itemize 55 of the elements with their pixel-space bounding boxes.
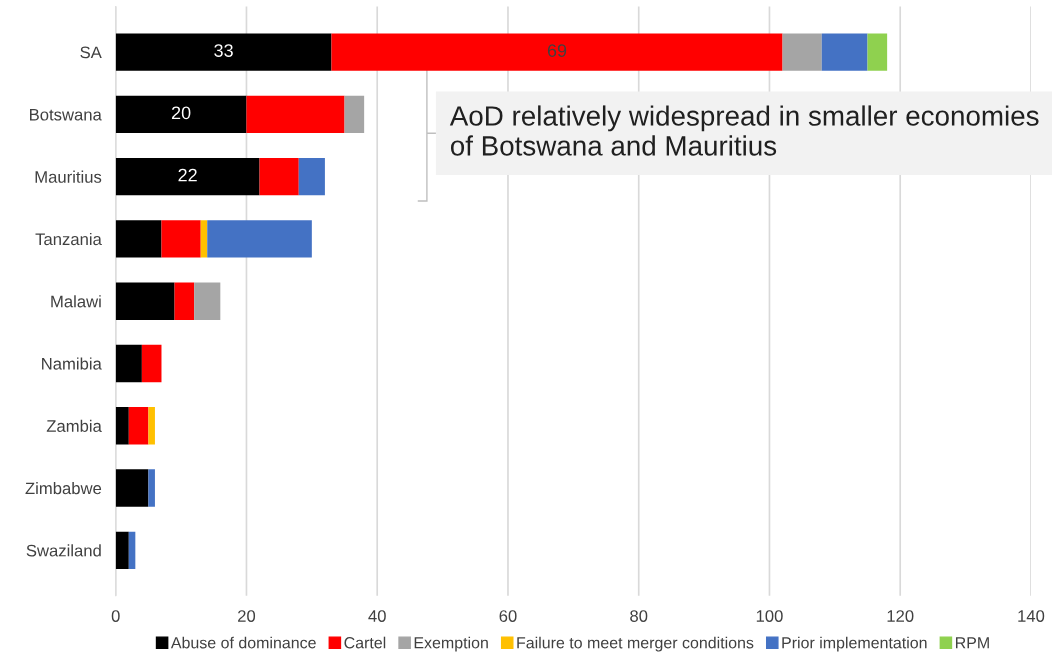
bar xyxy=(344,95,365,134)
legend-label: Exemption xyxy=(414,636,488,652)
bar xyxy=(207,220,312,258)
bar xyxy=(821,33,868,71)
data-label: 33 xyxy=(214,44,233,57)
bar xyxy=(115,157,260,196)
bar xyxy=(174,282,195,320)
annotation: AoD relatively widespread in smaller economies of Botswana and Mauritius xyxy=(449,105,1039,156)
bar xyxy=(115,95,247,134)
bar xyxy=(200,220,208,258)
bar xyxy=(115,282,175,320)
y-tick-label: Tanzania xyxy=(35,232,102,246)
legend-label: Abuse of dominance xyxy=(170,636,316,649)
x-tick-label: 0 xyxy=(111,610,120,622)
bar xyxy=(128,531,136,570)
bar xyxy=(148,469,155,507)
bar xyxy=(194,282,221,320)
bar xyxy=(331,33,783,71)
x-tick-label: 120 xyxy=(887,610,914,622)
bar xyxy=(115,469,149,507)
legend-label: Prior implementation xyxy=(782,636,927,652)
bar xyxy=(246,95,345,134)
bar xyxy=(115,407,129,445)
legend-label: RPM xyxy=(955,637,989,649)
y-tick-label: Mauritius xyxy=(35,170,102,183)
y-tick-label: Zimbabwe xyxy=(25,482,102,495)
bar xyxy=(128,407,149,445)
y-tick-label: Namibia xyxy=(42,357,102,370)
bar xyxy=(115,33,332,71)
y-tick-label: Botswana xyxy=(30,108,102,121)
bar xyxy=(782,33,822,71)
data-label: 69 xyxy=(547,44,567,57)
y-tick-label: SA xyxy=(80,46,102,59)
bar xyxy=(298,157,325,196)
x-tick-label: 40 xyxy=(368,610,386,622)
bar xyxy=(259,157,299,196)
bar xyxy=(141,344,162,383)
legend-label: Failure to meet merger conditions xyxy=(517,636,754,652)
bar xyxy=(867,33,888,71)
data-label: 22 xyxy=(178,168,197,182)
y-tick-label: Swaziland xyxy=(26,544,101,557)
x-tick-label: 140 xyxy=(1018,610,1045,622)
bar xyxy=(161,220,201,258)
x-tick-label: 100 xyxy=(756,610,783,622)
x-tick-label: 20 xyxy=(238,610,256,622)
x-tick-label: 60 xyxy=(499,610,517,622)
bar xyxy=(115,344,142,383)
x-tick-label: 80 xyxy=(630,610,648,622)
y-tick-label: Zambia xyxy=(46,419,102,432)
y-tick-label: Malawi xyxy=(51,295,101,308)
bar xyxy=(115,220,162,258)
bar xyxy=(115,531,129,570)
legend-label: Cartel xyxy=(344,636,386,649)
bar xyxy=(148,407,155,445)
data-label: 20 xyxy=(171,106,191,120)
